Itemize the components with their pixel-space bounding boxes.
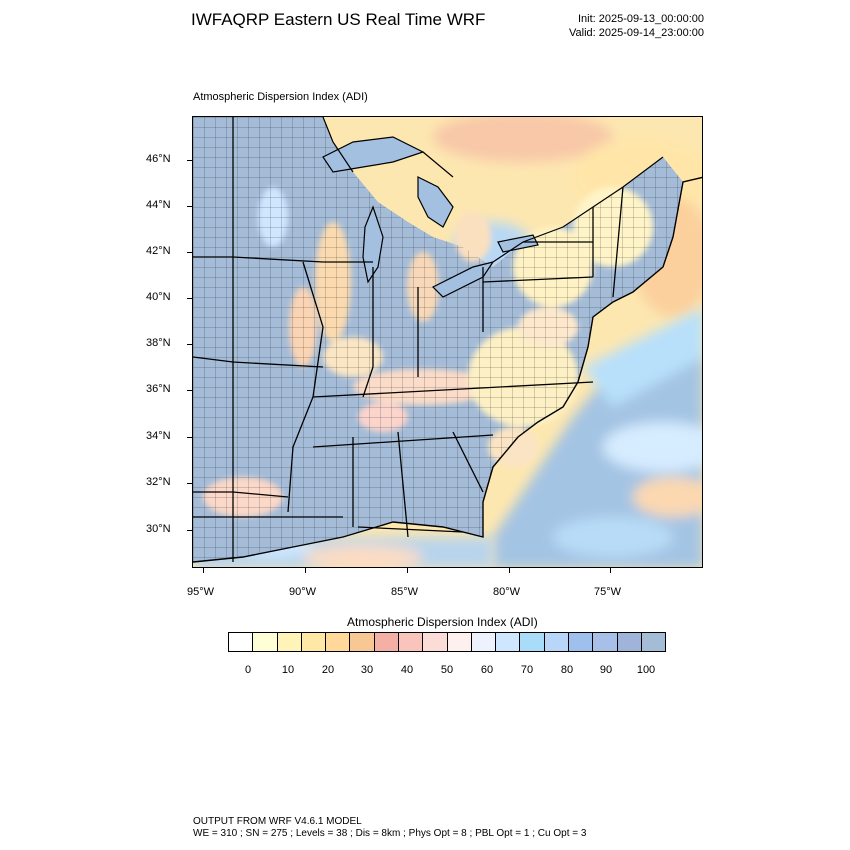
lat-label: 34°N bbox=[146, 430, 171, 442]
lat-label: 40°N bbox=[146, 291, 171, 303]
colorbar-label: 50 bbox=[440, 664, 454, 676]
lon-label: 75°W bbox=[594, 586, 622, 598]
lon-label: 80°W bbox=[493, 586, 521, 598]
coastline bbox=[193, 176, 702, 563]
lat-tick bbox=[187, 298, 192, 299]
colorbar-swatch bbox=[253, 633, 278, 651]
lake-michigan bbox=[362, 205, 384, 284]
valid-time: Valid: 2025-09-14_23:00:00 bbox=[569, 27, 704, 39]
colorbar-label: 80 bbox=[560, 664, 574, 676]
lat-label: 36°N bbox=[146, 383, 171, 395]
colorbar-swatch bbox=[496, 633, 521, 651]
map-panel bbox=[192, 116, 703, 568]
colorbar-swatch bbox=[374, 633, 399, 651]
colorbar-title: Atmospheric Dispersion Index (ADI) bbox=[347, 615, 538, 629]
init-time: Init: 2025-09-13_00:00:00 bbox=[578, 13, 704, 25]
lake-superior bbox=[322, 136, 425, 173]
colorbar-swatch bbox=[229, 633, 254, 651]
lake-ontario bbox=[497, 234, 539, 253]
adi-map bbox=[193, 117, 702, 567]
colorbar-swatch bbox=[544, 633, 569, 651]
lat-tick bbox=[187, 252, 192, 253]
footer-model-line: OUTPUT FROM WRF V4.6.1 MODEL bbox=[193, 816, 362, 827]
colorbar-swatch bbox=[641, 633, 666, 651]
lat-tick bbox=[187, 390, 192, 391]
lat-label: 44°N bbox=[146, 199, 171, 211]
lat-tick bbox=[187, 530, 192, 531]
colorbar-swatch bbox=[301, 633, 327, 651]
colorbar-label: 0 bbox=[244, 664, 252, 676]
lat-label: 46°N bbox=[146, 153, 171, 165]
lat-tick bbox=[187, 437, 192, 438]
colorbar-swatch bbox=[447, 633, 472, 651]
lon-label: 85°W bbox=[391, 586, 419, 598]
lon-label: 95°W bbox=[187, 586, 215, 598]
lake-erie bbox=[431, 261, 495, 298]
lon-tick bbox=[407, 568, 408, 573]
international-border bbox=[322, 117, 664, 263]
colorbar-label: 10 bbox=[281, 664, 295, 676]
lake-huron bbox=[417, 176, 454, 228]
colorbar bbox=[228, 632, 666, 652]
colorbar-swatch bbox=[617, 633, 642, 651]
lon-tick bbox=[509, 568, 510, 573]
state-borders bbox=[193, 117, 624, 562]
lon-tick bbox=[203, 568, 204, 573]
colorbar-swatch bbox=[520, 633, 545, 651]
colorbar-swatch bbox=[568, 633, 594, 651]
colorbar-swatch bbox=[471, 633, 497, 651]
lat-tick bbox=[187, 206, 192, 207]
lat-label: 32°N bbox=[146, 476, 171, 488]
colorbar-swatch bbox=[593, 633, 618, 651]
lon-label: 90°W bbox=[289, 586, 317, 598]
colorbar-label: 100 bbox=[636, 664, 656, 676]
colorbar-label: 90 bbox=[599, 664, 613, 676]
colorbar-swatch bbox=[350, 633, 375, 651]
colorbar-label: 20 bbox=[321, 664, 335, 676]
colorbar-label: 30 bbox=[360, 664, 374, 676]
colorbar-label: 70 bbox=[520, 664, 534, 676]
lat-label: 30°N bbox=[146, 523, 171, 535]
colorbar-swatch bbox=[423, 633, 448, 651]
colorbar-swatch bbox=[398, 633, 424, 651]
lat-label: 42°N bbox=[146, 245, 171, 257]
colorbar-swatch bbox=[277, 633, 302, 651]
great-lakes bbox=[322, 136, 539, 298]
lon-tick bbox=[610, 568, 611, 573]
colorbar-label: 60 bbox=[480, 664, 494, 676]
lat-tick bbox=[187, 483, 192, 484]
footer-config-line: WE = 310 ; SN = 275 ; Levels = 38 ; Dis … bbox=[193, 828, 587, 839]
main-title: IWFAQRP Eastern US Real Time WRF bbox=[191, 10, 486, 29]
colorbar-swatch bbox=[326, 633, 351, 651]
lat-label: 38°N bbox=[146, 337, 171, 349]
lat-tick bbox=[187, 160, 192, 161]
lon-tick bbox=[305, 568, 306, 573]
lat-tick bbox=[187, 344, 192, 345]
colorbar-label: 40 bbox=[400, 664, 414, 676]
adi-field-atlantic bbox=[493, 307, 702, 567]
map-subtitle: Atmospheric Dispersion Index (ADI) bbox=[193, 91, 368, 103]
